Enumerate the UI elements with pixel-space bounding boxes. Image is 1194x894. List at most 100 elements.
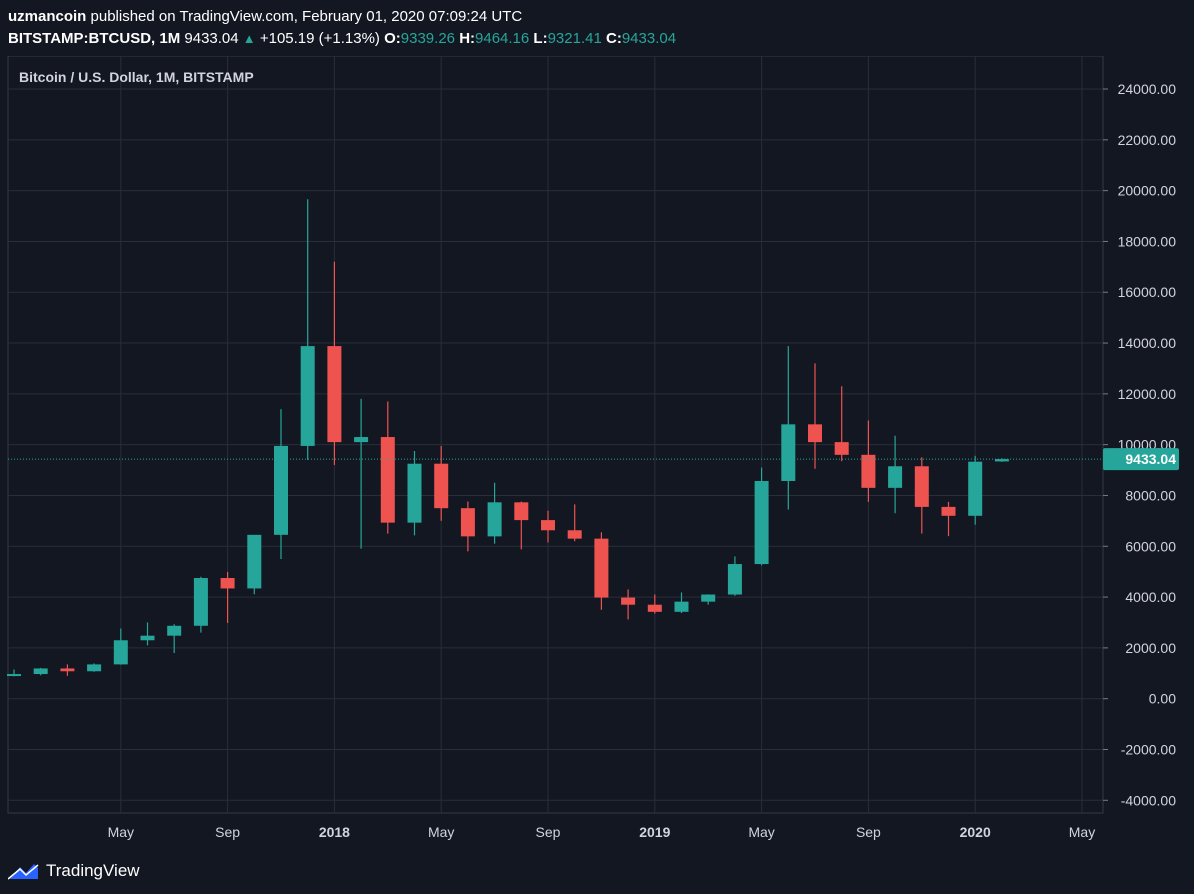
candle-body	[300, 346, 315, 446]
candle-body	[781, 424, 796, 481]
candle[interactable]	[727, 556, 742, 596]
tradingview-logo-icon	[8, 864, 39, 880]
price-tick-label: 20000.00	[1118, 183, 1177, 199]
grid-lines	[8, 56, 1103, 813]
published-text: published on TradingView.com, February 0…	[90, 8, 523, 25]
candle-body	[87, 664, 102, 672]
candle[interactable]	[33, 667, 48, 676]
candle-body	[460, 508, 475, 537]
candle-body	[861, 454, 876, 488]
candle-body	[113, 640, 128, 665]
candle-body	[220, 578, 235, 589]
time-tick-label: Sep	[215, 824, 240, 840]
candle[interactable]	[808, 363, 822, 469]
candle[interactable]	[861, 420, 876, 502]
candle-body	[33, 668, 48, 675]
time-tick-label: May	[428, 824, 454, 840]
price-tick-label: 24000.00	[1118, 81, 1177, 97]
candle-body	[274, 445, 288, 535]
high-value: 9464.16	[475, 30, 530, 47]
candle-body	[247, 534, 262, 589]
candle-body	[514, 502, 529, 521]
candle-body	[567, 530, 582, 539]
candle[interactable]	[247, 534, 262, 595]
candle[interactable]	[941, 501, 956, 537]
candle[interactable]	[674, 592, 689, 614]
candle-body	[60, 668, 75, 672]
candle[interactable]	[354, 398, 369, 549]
price-axis[interactable]: 24000.00 22000.00 20000.00 18000.00 16000.00…	[1103, 81, 1179, 808]
candle-body	[808, 424, 822, 443]
candle[interactable]	[621, 589, 636, 620]
publisher-name[interactable]: uzmancoin	[8, 8, 87, 25]
last-price-badge	[1103, 448, 1179, 471]
candle[interactable]	[274, 409, 288, 559]
candle[interactable]	[327, 261, 342, 465]
candle[interactable]	[220, 571, 235, 623]
price-tick-label: 22000.00	[1118, 132, 1177, 148]
candlestick-chart[interactable]: 24000.00 22000.00 20000.00 18000.00 16000.00…	[0, 56, 1194, 856]
candle-body	[727, 564, 742, 595]
candle[interactable]	[647, 594, 662, 614]
last-price: 9433.04	[184, 30, 239, 47]
candle[interactable]	[460, 501, 475, 552]
candle-body	[621, 597, 636, 605]
candle-body	[140, 635, 155, 641]
candle[interactable]	[594, 532, 609, 610]
open-label: O:	[384, 30, 401, 47]
candle[interactable]	[193, 576, 208, 633]
candle[interactable]	[487, 482, 502, 544]
price-tick-label: -4000.00	[1121, 792, 1176, 808]
candle[interactable]	[567, 504, 582, 542]
candle[interactable]	[60, 664, 75, 676]
candle-body	[7, 674, 21, 677]
candle[interactable]	[834, 386, 849, 462]
candle-body	[701, 594, 716, 602]
candle[interactable]	[113, 628, 128, 665]
symbol-label[interactable]: BITSTAMP:BTCUSD, 1M	[8, 30, 181, 47]
candle[interactable]	[701, 594, 716, 605]
candle-body	[594, 538, 609, 598]
price-tick-label: 18000.00	[1118, 233, 1177, 249]
price-tick-label: 4000.00	[1125, 589, 1176, 605]
low-label: L:	[533, 30, 548, 47]
publish-info: uzmancoin published on TradingView.com, …	[8, 8, 522, 25]
high-label: H:	[459, 30, 476, 47]
candle[interactable]	[514, 501, 529, 550]
price-change: +105.19 (+1.13%)	[259, 30, 380, 47]
candle[interactable]	[407, 451, 422, 536]
candle-body	[994, 459, 1009, 462]
candle[interactable]	[167, 624, 182, 653]
time-tick-label: 2020	[960, 824, 991, 840]
price-tick-label: -2000.00	[1121, 741, 1176, 757]
candle[interactable]	[541, 510, 555, 543]
brand-name: TradingView	[46, 861, 140, 880]
candle-body	[647, 604, 662, 612]
price-tick-label: 0.00	[1149, 691, 1176, 707]
time-tick-label: 2018	[319, 824, 350, 840]
candle-body	[914, 466, 929, 507]
candle[interactable]	[434, 445, 449, 521]
candle[interactable]	[754, 467, 769, 566]
candle[interactable]	[380, 401, 395, 534]
candle-body	[834, 442, 849, 455]
candle[interactable]	[888, 435, 903, 514]
candle[interactable]	[140, 622, 155, 646]
candle-body	[354, 437, 369, 443]
candle-body	[968, 461, 983, 516]
price-tick-label: 2000.00	[1125, 640, 1176, 656]
candle-body	[434, 463, 449, 509]
candle[interactable]	[87, 663, 102, 672]
candle[interactable]	[300, 199, 315, 460]
candle[interactable]	[968, 455, 983, 525]
time-axis[interactable]: May Sep 2018 May Sep 2019 May Sep 2020 May	[108, 824, 1096, 840]
close-value: 9433.04	[621, 30, 677, 47]
price-tick-label: 6000.00	[1125, 538, 1176, 554]
ohlc-legend: BITSTAMP:BTCUSD, 1M 9433.04 ▲ +105.19 (+…	[8, 30, 676, 47]
candle[interactable]	[7, 669, 21, 677]
candle[interactable]	[781, 346, 796, 510]
tradingview-brand[interactable]: TradingView	[8, 858, 140, 884]
candle[interactable]	[914, 457, 929, 534]
plot-area	[7, 56, 1104, 814]
open-value: 9339.26	[400, 30, 456, 47]
